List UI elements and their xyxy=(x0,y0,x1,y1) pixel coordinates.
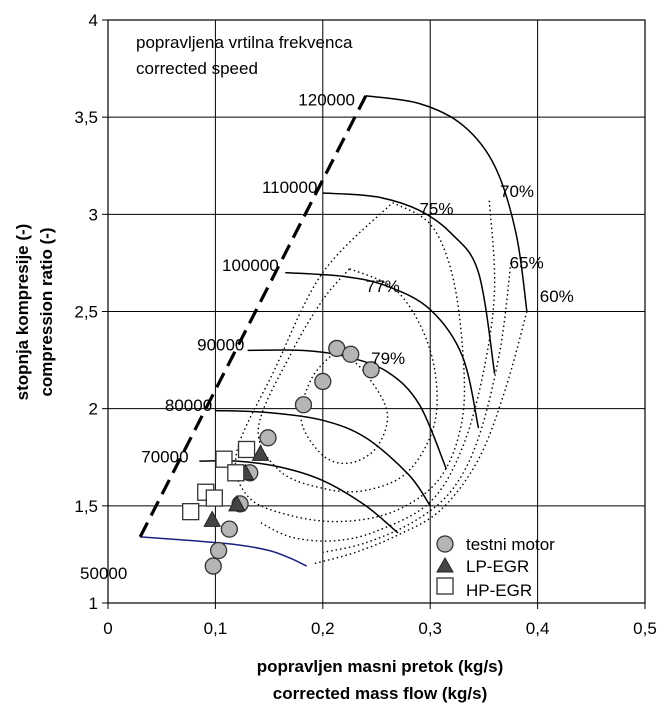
y-tick-label: 3 xyxy=(89,205,98,224)
speed-labels: 50000 70000 80000 90000 100000 110000 120000 xyxy=(80,91,355,583)
y-tick-label: 3,5 xyxy=(74,108,98,127)
annotation-english: corrected speed xyxy=(136,59,258,78)
legend-circle-marker xyxy=(436,535,454,553)
speed-lines xyxy=(140,95,528,567)
speed-label-80000: 80000 xyxy=(165,396,212,415)
x-axis-label-2: corrected mass flow (kg/s) xyxy=(273,684,487,703)
marker-hp-egr xyxy=(237,440,256,459)
legend-label-testni-motor: testni motor xyxy=(466,535,555,554)
speed-label-100000: 100000 xyxy=(222,256,279,275)
surge-line-group xyxy=(138,95,368,538)
efficiency-islands xyxy=(234,200,528,565)
y-tick-label: 2,5 xyxy=(74,303,98,322)
efficiency-island-60pct xyxy=(311,311,528,565)
efficiency-label-75pct: 75% xyxy=(419,199,453,218)
speed-label-70000: 70000 xyxy=(141,447,188,466)
efficiency-label-65pct: 65% xyxy=(510,254,544,273)
marker-testni-motor xyxy=(342,345,360,363)
efficiency-label-70pct: 70% xyxy=(500,182,534,201)
marker-hp-egr xyxy=(215,450,233,468)
efficiency-label-77pct: 77% xyxy=(366,277,400,296)
legend: testni motor LP-EGR HP-EGR xyxy=(436,535,555,600)
efficiency-island-77pct xyxy=(257,268,438,493)
x-axis-label-1: popravljen masni pretok (kg/s) xyxy=(257,657,504,676)
x-ticks: 0 0,1 0,2 0,3 0,4 0,5 xyxy=(103,603,657,638)
speed-line-50000 xyxy=(140,536,308,567)
marker-testni-motor xyxy=(294,396,313,414)
legend-label-lp-egr: LP-EGR xyxy=(466,557,529,576)
marker-hp-egr xyxy=(205,489,223,507)
efficiency-island-75pct xyxy=(234,202,466,523)
marker-lp-egr xyxy=(203,510,222,527)
legend-item-testni-motor: testni motor xyxy=(436,535,555,554)
y-ticks: 1 1,5 2 2,5 3 3,5 4 xyxy=(74,11,108,613)
y-tick-label: 1 xyxy=(89,594,98,613)
efficiency-label-79pct: 79% xyxy=(371,349,405,368)
efficiency-labels: 79% 77% 75% 70% 65% 60% xyxy=(366,182,574,368)
speed-line-110000 xyxy=(322,192,496,374)
marker-testni-motor xyxy=(204,557,222,575)
speed-line-70000 xyxy=(199,459,399,534)
marker-hp-egr xyxy=(182,503,200,521)
x-tick-label: 0,1 xyxy=(204,619,228,638)
x-tick-label: 0,2 xyxy=(311,619,335,638)
marker-testni-motor xyxy=(259,429,277,447)
legend-triangle-marker xyxy=(436,556,454,573)
marker-testni-motor xyxy=(314,372,332,391)
efficiency-label-60pct: 60% xyxy=(540,287,574,306)
annotation-slovene: popravljena vrtilna frekvenca xyxy=(136,33,353,52)
marker-hp-egr xyxy=(227,464,245,482)
y-tick-label: 1,5 xyxy=(74,497,98,516)
speed-label-120000: 120000 xyxy=(298,91,355,110)
speed-label-110000: 110000 xyxy=(262,178,317,197)
marker-testni-motor xyxy=(362,361,380,379)
efficiency-island-65pct xyxy=(322,262,512,554)
speed-line-120000 xyxy=(365,95,528,312)
speed-line-80000 xyxy=(215,409,431,507)
legend-item-lp-egr: LP-EGR xyxy=(436,556,529,576)
marker-lp-egr xyxy=(251,444,270,461)
legend-item-hp-egr: HP-EGR xyxy=(436,577,532,600)
legend-label-hp-egr: HP-EGR xyxy=(466,581,532,600)
efficiency-island-79pct xyxy=(300,347,389,465)
efficiency-island-70pct xyxy=(258,200,496,542)
y-axis-label-1: stopnja kompresije (-) xyxy=(13,224,32,401)
data-markers xyxy=(182,339,380,575)
y-axis-label-2: compression ratio (-) xyxy=(37,227,56,396)
x-tick-label: 0,4 xyxy=(526,619,550,638)
marker-testni-motor xyxy=(209,541,228,560)
surge-line xyxy=(138,95,368,538)
legend-square-marker xyxy=(436,577,454,595)
y-tick-label: 2 xyxy=(89,400,98,419)
y-tick-label: 4 xyxy=(89,11,98,30)
marker-testni-motor xyxy=(220,520,239,538)
x-tick-label: 0,3 xyxy=(418,619,442,638)
speed-label-50000: 50000 xyxy=(80,564,127,583)
speed-line-100000 xyxy=(285,271,480,429)
speed-label-90000: 90000 xyxy=(197,336,244,355)
marker-lp-egr xyxy=(228,494,246,512)
x-tick-label: 0,5 xyxy=(633,619,657,638)
speed-line-90000 xyxy=(247,349,447,470)
x-tick-label: 0 xyxy=(103,619,112,638)
